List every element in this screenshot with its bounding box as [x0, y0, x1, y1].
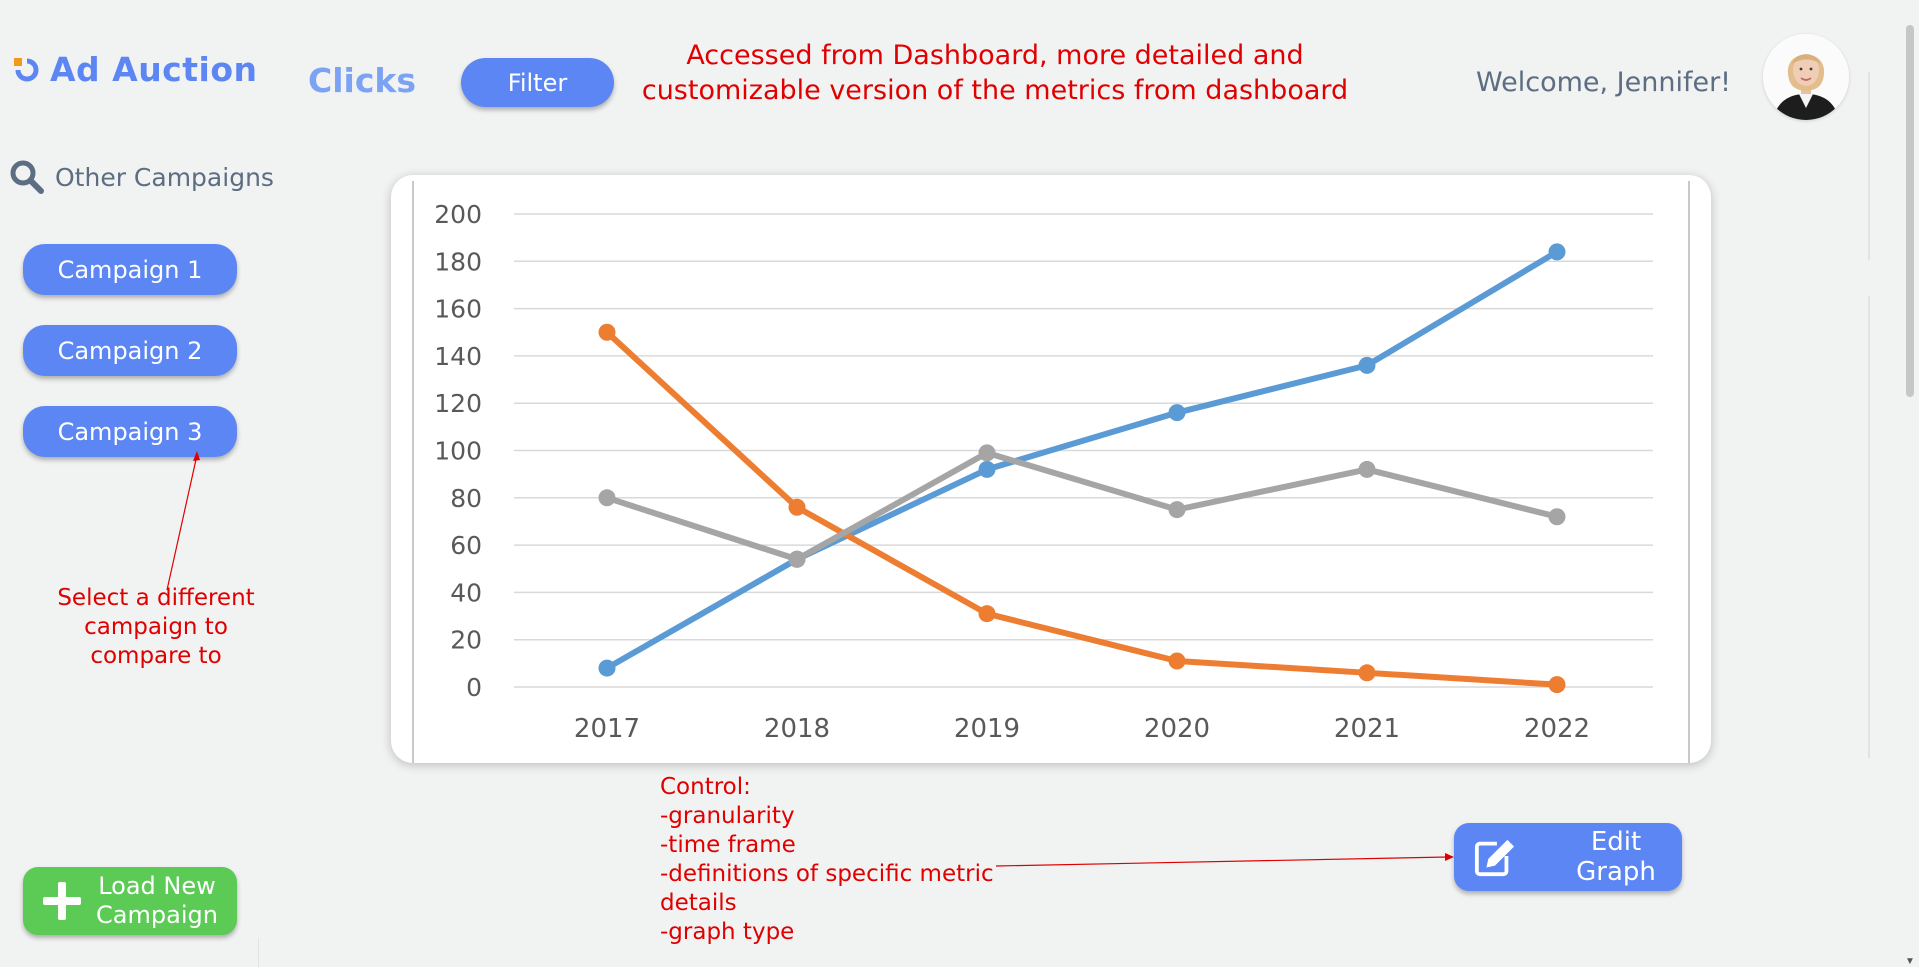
- y-tick-label: 80: [450, 484, 482, 513]
- search-label: Other Campaigns: [55, 162, 274, 192]
- series-gray-point: [978, 444, 996, 462]
- campaign-1-button[interactable]: Campaign 1: [23, 244, 237, 295]
- welcome-text: Welcome, Jennifer!: [1476, 67, 1732, 98]
- y-tick-label: 200: [434, 200, 482, 229]
- brand[interactable]: Ad Auction: [12, 50, 258, 89]
- brand-name: Ad Auction: [50, 50, 258, 89]
- scrollbar-thumb[interactable]: [1906, 25, 1914, 397]
- edit-graph-button[interactable]: Edit Graph: [1454, 823, 1682, 891]
- control-annotation-arrowhead: [1445, 853, 1454, 861]
- header-annotation: Accessed from Dashboard, more detailed a…: [620, 38, 1370, 108]
- sidebar-divider: [258, 938, 259, 967]
- campaign-annotation: Select a different campaign to compare t…: [50, 584, 262, 671]
- campaign-annotation-arrow: [166, 454, 198, 591]
- y-tick-label: 180: [434, 247, 482, 276]
- campaign-annotation-line-2: campaign to: [84, 614, 228, 640]
- series-blue-point: [598, 659, 616, 677]
- series-blue-point: [1548, 243, 1566, 261]
- y-tick-label: 40: [450, 578, 482, 607]
- series-orange-point: [1548, 676, 1566, 694]
- x-tick-label: 2021: [1334, 714, 1400, 744]
- series-gray-point: [1168, 501, 1186, 519]
- y-tick-label: 160: [434, 295, 482, 324]
- user-avatar-icon: [1763, 34, 1849, 120]
- series-orange-point: [1168, 652, 1186, 670]
- scroll-down-icon[interactable]: ▼: [1905, 956, 1915, 967]
- edit-graph-label: Edit Graph: [1576, 827, 1656, 887]
- series-blue-point: [1168, 404, 1186, 422]
- y-tick-label: 60: [450, 531, 482, 560]
- control-annotation-line-6: -graph type: [660, 919, 795, 945]
- series-blue-point: [978, 460, 996, 478]
- series-orange-point: [1358, 664, 1376, 682]
- y-tick-label: 20: [450, 626, 482, 655]
- other-campaigns-search[interactable]: Other Campaigns: [9, 159, 274, 195]
- series-orange-point: [788, 498, 806, 516]
- page-title: Clicks: [308, 61, 416, 100]
- series-gray-point: [1548, 508, 1566, 526]
- load-label-line-1: Load New: [98, 872, 216, 900]
- header-annotation-line-1: Accessed from Dashboard, more detailed a…: [686, 40, 1304, 71]
- brand-logo-icon: [14, 57, 39, 81]
- control-annotation-line-4: -definitions of specific metric: [660, 861, 994, 887]
- series-blue-line: [604, 248, 1560, 672]
- series-orange-point: [598, 323, 616, 341]
- edge-divider-bottom: [1868, 296, 1870, 758]
- campaign-annotation-line-3: compare to: [90, 643, 222, 669]
- x-tick-label: 2019: [954, 714, 1020, 744]
- load-label-line-2: Campaign: [96, 901, 218, 929]
- load-new-campaign-label: Load New Campaign: [95, 872, 219, 930]
- x-tick-label: 2018: [764, 714, 830, 744]
- control-annotation-arrow: [995, 856, 1449, 867]
- control-annotation-line-5: details: [660, 890, 737, 916]
- chart-svg: 0 20 40 60 80 100 120 140 160 180 200 2017 2018 2019 2…: [412, 181, 1690, 763]
- control-annotation-line-2: -granularity: [660, 803, 795, 829]
- y-tick-label: 100: [434, 437, 482, 466]
- header-annotation-line-2: customizable version of the metrics from…: [641, 75, 1349, 106]
- series-blue-point: [1358, 356, 1376, 374]
- campaign-3-button[interactable]: Campaign 3: [23, 406, 237, 457]
- edit-icon: [1474, 839, 1515, 877]
- y-tick-label: 140: [434, 342, 482, 371]
- x-tick-label: 2022: [1524, 714, 1590, 744]
- x-tick-label: 2017: [574, 714, 640, 744]
- y-tick-label: 120: [434, 389, 482, 418]
- series-gray-point: [1358, 460, 1376, 478]
- campaign-2-button[interactable]: Campaign 2: [23, 325, 237, 376]
- user-avatar[interactable]: [1763, 34, 1849, 120]
- series-gray-point: [788, 550, 806, 568]
- search-icon: [10, 160, 44, 194]
- control-annotation: Control: -granularity -time frame -defin…: [660, 773, 994, 947]
- campaign-annotation-line-1: Select a different: [57, 585, 255, 611]
- series-gray-point: [598, 489, 616, 507]
- y-tick-label: 0: [466, 673, 482, 702]
- plus-icon: [43, 882, 81, 920]
- control-annotation-line-1: Control:: [660, 774, 751, 800]
- load-new-campaign-button[interactable]: Load New Campaign: [23, 867, 237, 935]
- series-orange-point: [978, 605, 996, 623]
- series-orange-line: [604, 329, 1560, 688]
- control-annotation-line-3: -time frame: [660, 832, 796, 858]
- scrollbar[interactable]: [1901, 0, 1919, 967]
- series-gray-line: [604, 449, 1560, 563]
- edge-divider-top: [1868, 72, 1870, 260]
- clicks-chart: 0 20 40 60 80 100 120 140 160 180 200 2017 2018 2019 2…: [391, 175, 1711, 763]
- filter-button[interactable]: Filter: [461, 58, 614, 107]
- x-tick-label: 2020: [1144, 714, 1210, 744]
